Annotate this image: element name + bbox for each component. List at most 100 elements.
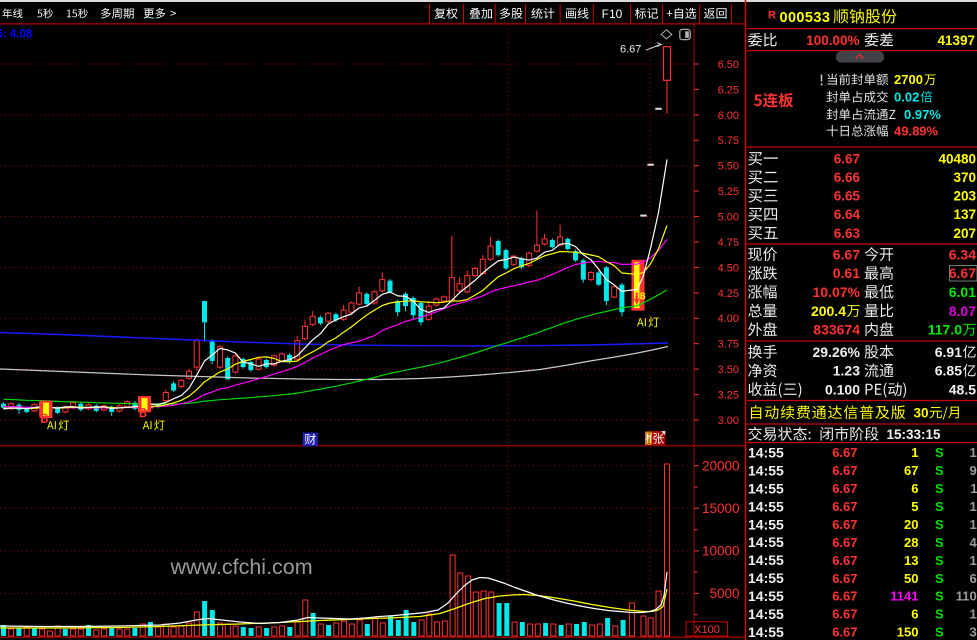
svg-text:14:55: 14:55 [748,606,784,622]
svg-text:4.50: 4.50 [718,262,739,274]
svg-text:6.67: 6.67 [832,625,857,640]
svg-text:S: S [935,499,944,514]
svg-text:5.00: 5.00 [718,212,739,224]
svg-text:16: 16 [970,607,977,622]
svg-text:0.100: 0.100 [825,381,860,397]
svg-text:31: 31 [970,625,977,640]
svg-text:1.23: 1.23 [833,363,860,379]
svg-text:000533: 000533 [780,10,831,26]
svg-text:6.67: 6.67 [832,535,857,550]
svg-text:100.00%: 100.00% [806,33,859,48]
svg-text:4.00: 4.00 [718,313,739,325]
svg-text:6.34: 6.34 [949,246,976,262]
svg-text:S: S [935,625,944,640]
svg-text:5: 5 [911,499,918,514]
svg-text:5.75: 5.75 [718,135,739,147]
svg-text:150: 150 [897,625,919,640]
svg-text:3.00: 3.00 [718,415,739,427]
svg-text:S: S [935,445,944,460]
svg-text:11: 11 [970,481,977,496]
svg-text:12: 12 [970,517,977,532]
svg-text:14:55: 14:55 [748,570,784,586]
svg-text:6.50: 6.50 [718,59,739,71]
svg-text:6.67: 6.67 [832,481,857,496]
svg-text:44: 44 [970,535,977,550]
svg-text:6.00: 6.00 [718,110,739,122]
svg-text:10000: 10000 [702,544,740,559]
svg-text:5000: 5000 [709,586,739,601]
svg-text:207: 207 [953,226,976,241]
svg-text:6.65: 6.65 [834,189,861,204]
svg-text:0.61: 0.61 [833,265,860,281]
svg-text:6.67: 6.67 [832,571,857,586]
svg-text:S: S [935,553,944,568]
svg-text:1: 1 [911,445,918,460]
svg-text:6: 6 [911,607,918,622]
svg-text:6.91: 6.91 [935,344,962,360]
svg-text:6.67: 6.67 [620,43,641,55]
svg-text:3.75: 3.75 [718,339,739,351]
svg-text:6: 4.08: 6: 4.08 [0,29,33,41]
svg-text:6.67: 6.67 [832,445,857,460]
svg-text:6.67: 6.67 [832,517,857,532]
svg-text:13: 13 [970,445,977,460]
svg-text:6.85: 6.85 [935,363,962,379]
svg-text:6: 6 [911,481,918,496]
svg-text:3.50: 3.50 [718,364,739,376]
svg-text:6.67: 6.67 [834,151,860,166]
svg-text:49.89%: 49.89% [894,124,939,139]
svg-text:63: 63 [970,571,977,586]
svg-text:29.26%: 29.26% [813,344,861,360]
svg-text:203: 203 [953,189,976,204]
svg-text:6.66: 6.66 [834,170,861,185]
svg-text:14:55: 14:55 [748,516,784,532]
svg-text:14:55: 14:55 [748,624,784,640]
svg-text:13: 13 [970,553,977,568]
svg-text:15: 15 [970,499,977,514]
svg-text:1141: 1141 [890,589,918,604]
svg-text:6.67: 6.67 [833,246,860,262]
svg-text:15:33:15: 15:33:15 [887,427,942,442]
svg-text:S: S [935,517,944,532]
svg-text:www.cfchi.com: www.cfchi.com [170,555,313,579]
svg-text:X100: X100 [694,624,720,636]
svg-text:833674: 833674 [813,322,860,338]
svg-text:4.25: 4.25 [718,288,739,300]
svg-text:20: 20 [904,517,918,532]
svg-text:67: 67 [904,463,918,478]
svg-text:F10: F10 [602,7,623,21]
svg-text:10.07%: 10.07% [813,284,861,300]
svg-text:6.67: 6.67 [832,463,857,478]
svg-text:6.64: 6.64 [834,207,861,222]
svg-text:2700: 2700 [894,72,923,87]
svg-text:S: S [935,481,944,496]
svg-text:14:55: 14:55 [748,588,784,604]
svg-text:14:55: 14:55 [748,534,784,550]
svg-text:41397: 41397 [937,33,975,48]
svg-text:50: 50 [904,571,918,586]
svg-text:13: 13 [904,553,918,568]
svg-text:14:55: 14:55 [748,552,784,568]
svg-text:48.5: 48.5 [949,381,976,397]
svg-text:14:55: 14:55 [748,498,784,514]
svg-text:15000: 15000 [702,501,740,516]
svg-text:S: S [935,571,944,586]
svg-text:6.67: 6.67 [832,499,857,514]
svg-text:S: S [935,589,944,604]
svg-text:6.67: 6.67 [832,589,857,604]
svg-text:6.67: 6.67 [832,553,857,568]
svg-text:R: R [768,9,776,21]
svg-text:14:55: 14:55 [748,462,784,478]
svg-text:117.0: 117.0 [928,322,962,338]
svg-text:137: 137 [953,207,976,222]
svg-text:14:55: 14:55 [748,480,784,496]
svg-text:3.25: 3.25 [718,390,739,402]
svg-text:40480: 40480 [938,151,976,166]
svg-text:S: S [935,607,944,622]
svg-text:5.25: 5.25 [718,186,739,198]
svg-text:6.63: 6.63 [834,226,861,241]
svg-text:S: S [935,535,944,550]
svg-text:370: 370 [953,170,976,185]
svg-text:4.75: 4.75 [718,237,739,249]
